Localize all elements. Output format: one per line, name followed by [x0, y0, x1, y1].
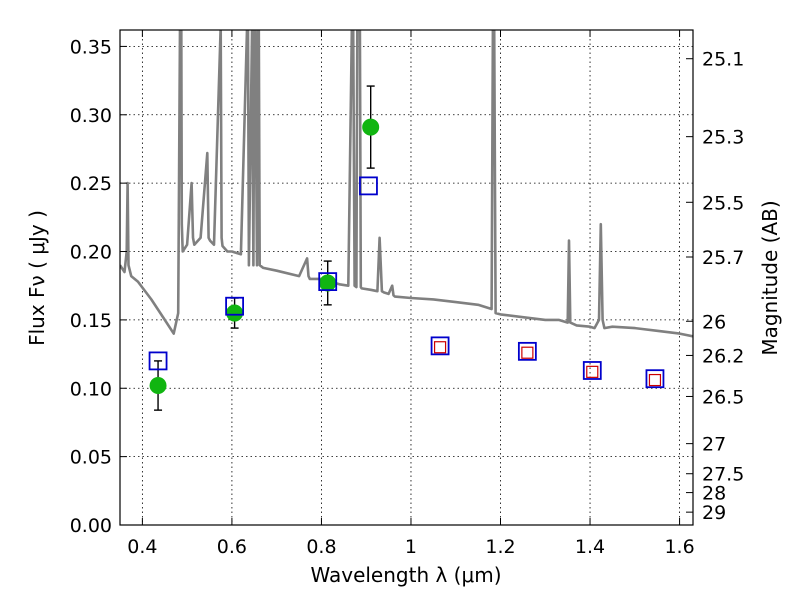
right-tick-label: 25.3	[702, 127, 744, 149]
spectrum-line	[120, 30, 693, 338]
x-tick-label: 0.6	[217, 536, 247, 558]
y-tick-label: 0.35	[70, 36, 112, 58]
model-point	[582, 361, 602, 380]
spectrum-layer	[120, 30, 693, 338]
x-tick-label: 1.6	[664, 536, 694, 558]
x-tick-label: 1	[405, 536, 417, 558]
y-tick-label: 0.15	[70, 310, 112, 332]
y-tick-label: 0.00	[70, 515, 112, 537]
y-tick-label: 0.10	[70, 378, 112, 400]
model-point	[318, 272, 338, 292]
y-tick-label: 0.05	[70, 447, 112, 469]
x-tick-label: 0.4	[127, 536, 157, 558]
right-tick-label: 27	[702, 434, 726, 456]
data-points-layer	[148, 85, 665, 411]
right-tick-label: 29	[702, 502, 726, 524]
y-tick-label: 0.30	[70, 105, 112, 127]
y-axis-label: Flux Fν ( μJy )	[25, 210, 49, 346]
model-point	[517, 341, 537, 361]
x-tick-label: 0.8	[306, 536, 336, 558]
upper-limit-point	[521, 346, 534, 359]
grid-lines	[120, 30, 693, 526]
upper-limit-point	[433, 341, 447, 354]
model-point	[430, 336, 450, 356]
right-tick-label: 27.5	[702, 464, 744, 486]
y-tick-label: 0.25	[70, 173, 112, 195]
observed-point	[362, 118, 380, 136]
tick-labels: 0.4 0.6 0.8 1 1.2 1.4 1.6 0.00 0.05 0.10 0.15 0.20 0…	[70, 36, 745, 558]
tick-marks	[120, 30, 693, 526]
observed-point	[319, 274, 337, 292]
observed-point	[149, 377, 167, 395]
x-tick-label: 1.2	[485, 536, 515, 558]
upper-limit-point	[586, 365, 599, 378]
right-tick-label: 26.5	[702, 386, 744, 408]
model-point	[645, 369, 665, 389]
observed-point	[226, 304, 244, 322]
right-tick-label: 26.2	[702, 345, 744, 367]
right-tick-label: 26	[702, 311, 726, 333]
x-axis-label: Wavelength λ (μm)	[310, 563, 501, 587]
right-tick-label: 25.1	[702, 49, 744, 71]
x-tick-label: 1.4	[575, 536, 605, 558]
model-point	[148, 351, 168, 371]
upper-limit-point	[648, 373, 662, 387]
right-tick-label: 25.5	[702, 192, 744, 214]
y-tick-label: 0.20	[70, 242, 112, 264]
model-point	[359, 176, 378, 196]
plot-frame	[119, 29, 694, 526]
right-axis-label: Magnitude (AB)	[758, 200, 782, 355]
model-point	[225, 296, 245, 316]
right-tick-label: 28	[702, 483, 726, 505]
right-tick-label: 25.7	[702, 247, 744, 269]
